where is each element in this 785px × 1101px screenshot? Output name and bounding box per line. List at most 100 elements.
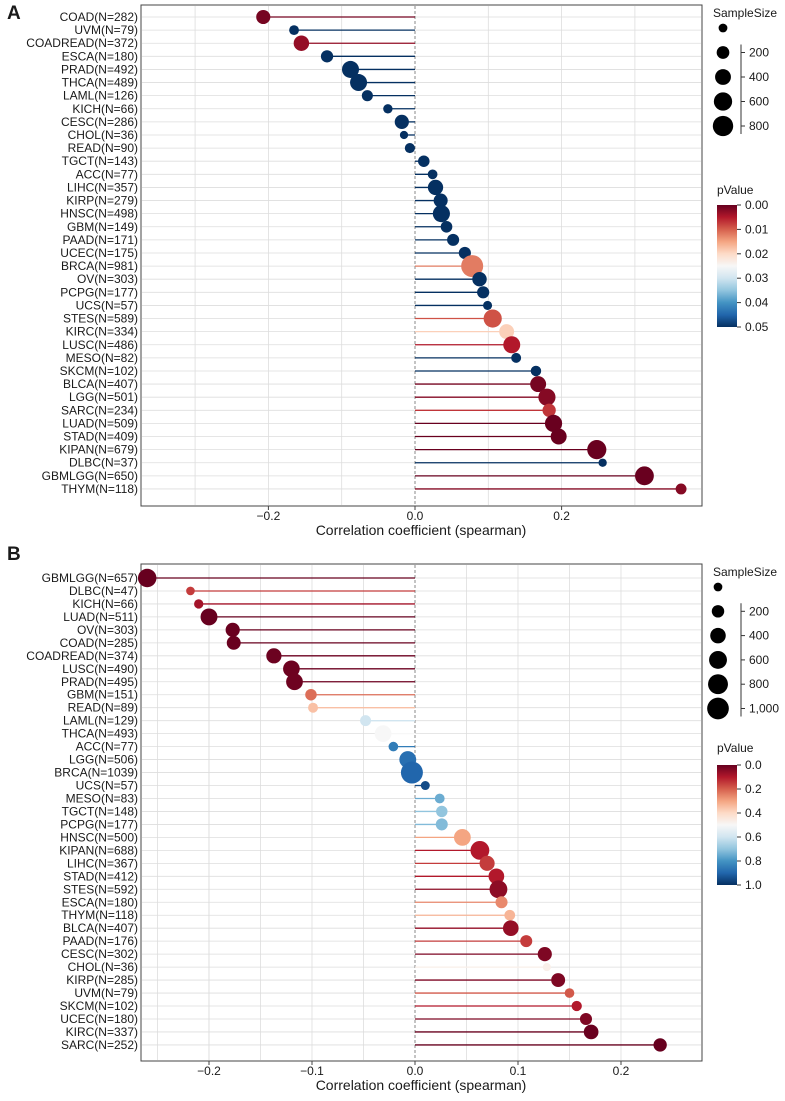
panel-b-point (194, 599, 204, 609)
panel-a-x-tick-label: 0.0 (407, 509, 424, 523)
panel-b-point (488, 868, 505, 885)
panel-b-category-label: UVM(N=79) (74, 986, 138, 1000)
panel-b-point (653, 1038, 667, 1052)
panel-b-size-legend-title: SampleSize (713, 565, 777, 579)
panel-a-category-label: READ(N=90) (68, 141, 138, 155)
panel-b-point (470, 840, 490, 860)
panel-b-category-label: LUAD(N=511) (63, 610, 138, 624)
panel-a-category-label: UCEC(N=175) (60, 246, 138, 260)
panel-a-category-label: COADREAD(N=372) (26, 36, 138, 50)
panel-a-category-label: KIPAN(N=679) (59, 443, 138, 457)
panel-b-point (186, 586, 195, 596)
panel-b-x-tick-label: 0.2 (613, 1064, 630, 1078)
panel-a-point (320, 50, 334, 63)
panel-a-point (530, 365, 542, 377)
panel-a-point (483, 309, 502, 328)
panel-b-color-legend-label: 0.0 (745, 758, 762, 772)
panel-b-category-label: THCA(N=493) (62, 727, 138, 741)
panel-a-point (427, 179, 444, 196)
panel-b-category-label: SARC(N=252) (61, 1038, 138, 1052)
panel-a-size-legend-dot (716, 46, 730, 59)
panel-a-color-legend-label: 0.01 (745, 222, 769, 236)
panel-b-size-legend-dot (708, 674, 728, 695)
panel-b-category-label: ACC(N=77) (76, 740, 138, 754)
panel-b-point (308, 702, 319, 713)
panel-b-color-legend-label: 1.0 (745, 878, 762, 892)
panel-a-size-legend-label: 600 (749, 95, 769, 109)
panel-b-category-label: ESCA(N=180) (62, 895, 138, 909)
panel-a-color-legend-title: pValue (717, 183, 754, 197)
panel-a-category-label: UVM(N=79) (74, 23, 138, 37)
panel-b-color-legend-label: 0.6 (745, 830, 762, 844)
panel-a-category-label: TGCT(N=143) (62, 154, 138, 168)
panel-b-category-label: COAD(N=285) (60, 636, 138, 650)
panel-b-category-label: PAAD(N=176) (63, 934, 138, 948)
panel-a-point (544, 414, 563, 433)
panel-a-category-label: LUSC(N=486) (62, 338, 138, 352)
panel-b-point (571, 1000, 582, 1012)
panel-b-x-tick-label: 0.1 (510, 1064, 527, 1078)
panel-a-size-legend-dot (718, 23, 728, 33)
panel-a-category-label: GBM(N=149) (67, 220, 138, 234)
panel-a-point (587, 440, 607, 460)
panel-b-point (420, 781, 430, 791)
panel-a-category-label: SARC(N=234) (61, 403, 138, 417)
panel-b-plot-frame (140, 563, 703, 1062)
panel-b-category-label: COADREAD(N=374) (26, 649, 138, 663)
panel-b-category-label: UCEC(N=180) (60, 1012, 138, 1026)
panel-a-category-label: UCS(N=57) (76, 298, 138, 312)
panel-a-category-label: KICH(N=66) (72, 102, 138, 116)
panel-b-category-label: LGG(N=506) (69, 753, 138, 767)
panel-b-category-label: HNSC(N=500) (60, 830, 138, 844)
panel-b-category-label: KIRC(N=337) (66, 1025, 138, 1039)
panel-a-point (256, 9, 271, 25)
panel-a-point (542, 403, 556, 417)
panel-a-size-legend-dot (712, 115, 734, 137)
panel-a-category-label: LGG(N=501) (69, 390, 138, 404)
panel-a-point (289, 25, 299, 36)
panel-b-category-label: THYM(N=118) (61, 908, 138, 922)
panel-a-point (418, 155, 430, 167)
panel-b-point (542, 963, 551, 972)
panel-b-point (479, 855, 495, 871)
panel-b-color-legend-title: pValue (717, 741, 754, 755)
panel-a-point (447, 233, 460, 246)
panel-a-plot-frame (140, 4, 703, 507)
panel-a-category-label: STAD(N=409) (63, 430, 138, 444)
panel-b-point (374, 725, 392, 742)
panel-a-size-legend-title: SampleSize (713, 6, 777, 20)
panel-b: B GBMLGG(N=657)DLBC(N=47)KICH(N=66)LUAD(… (7, 544, 779, 1093)
panel-b-category-label: PRAD(N=495) (61, 675, 138, 689)
panel-a-category-label: DLBC(N=37) (69, 456, 138, 470)
panel-a-color-legend: pValue 0.00 0.01 0.02 0.03 0.04 0.05 (717, 183, 769, 334)
panel-b-point (453, 829, 471, 846)
panel-a-category-label: ESCA(N=180) (62, 49, 138, 63)
panel-a-point (472, 271, 487, 287)
panel-a-color-legend-label: 0.02 (745, 247, 769, 261)
panel-b-size-legend: SampleSize 200 400 600 800 1,000 (707, 565, 779, 720)
panel-b-x-tick-label: −0.1 (300, 1064, 324, 1078)
panel-b-color-legend-bar (717, 765, 737, 885)
panel-a-category-label: PAAD(N=171) (63, 233, 138, 247)
panel-b-category-label: OV(N=303) (77, 623, 138, 637)
panel-a-point (383, 104, 393, 114)
panel-b-point (388, 741, 399, 752)
panel-b-color-legend-label: 0.2 (745, 782, 762, 796)
panel-a-point (361, 90, 373, 102)
panel-b-category-label: SKCM(N=102) (60, 999, 138, 1013)
panel-a-label: A (7, 3, 21, 24)
panel-a-size-legend-label: 200 (749, 46, 769, 60)
panel-a-point (433, 193, 448, 208)
panel-a-size-legend-dot (713, 92, 733, 111)
panel-b-x-tick-label: 0.0 (407, 1064, 424, 1078)
panel-a-point (477, 286, 490, 299)
panel-b-size-legend-dot (709, 650, 727, 669)
panel-a-point (530, 376, 547, 393)
panel-a-point (341, 60, 360, 78)
panel-b-category-label: KIRP(N=285) (66, 973, 138, 987)
panel-b-color-legend: pValue 0.0 0.2 0.4 0.6 0.8 1.0 (717, 741, 762, 892)
panel-b-category-label: LUSC(N=490) (62, 662, 138, 676)
panel-b-point (283, 660, 300, 678)
panel-a-category-label: LIHC(N=357) (67, 180, 138, 194)
panel-a-category-label: OV(N=303) (77, 272, 138, 286)
